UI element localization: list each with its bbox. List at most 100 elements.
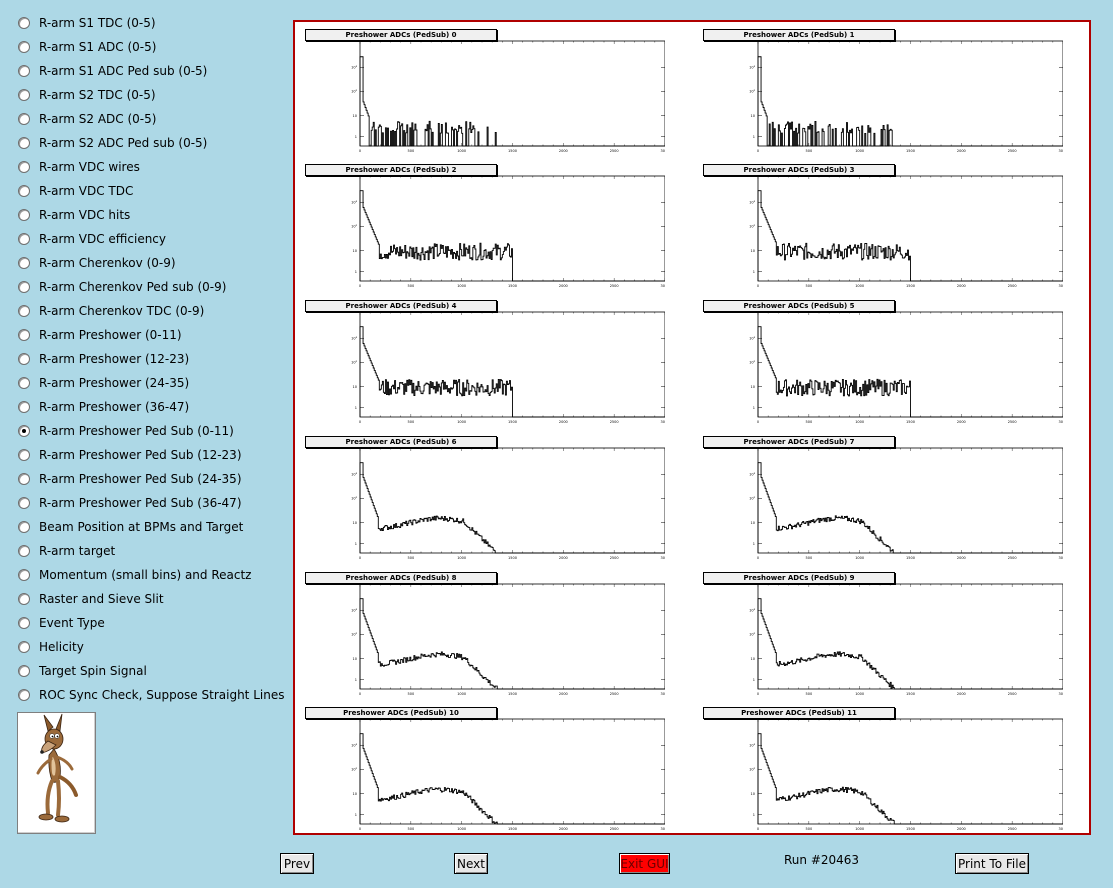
radio-button[interactable] (18, 137, 30, 149)
menu-item[interactable]: R-arm Preshower (24-35) (18, 372, 288, 394)
histogram-panel[interactable]: 0 500 1000 1500 2000 2500 3000 1 10 10² 10³ Preshow… (305, 436, 665, 562)
radio-button[interactable] (18, 161, 30, 173)
menu-item-label: R-arm Preshower Ped Sub (36-47) (39, 496, 242, 510)
radio-button[interactable] (18, 281, 30, 293)
radio-button[interactable] (18, 569, 30, 581)
menu-item[interactable]: R-arm S1 TDC (0-5) (18, 12, 288, 34)
radio-button[interactable] (18, 425, 30, 437)
radio-button[interactable] (18, 545, 30, 557)
histogram-panel[interactable]: 0 500 1000 1500 2000 2500 3000 1 10 10² 10³ Preshow… (703, 707, 1063, 833)
histogram-panel[interactable]: 0 500 1000 1500 2000 2500 3000 1 10 10² 10³ Preshow… (703, 29, 1063, 155)
histogram-panel[interactable]: 0 500 1000 1500 2000 2500 3000 1 10 10² 10³ Preshow… (305, 300, 665, 426)
prev-button[interactable]: Prev (280, 853, 314, 874)
radio-button[interactable] (18, 617, 30, 629)
histogram-panel[interactable]: 0 500 1000 1500 2000 2500 3000 1 10 10² 10³ Preshow… (305, 29, 665, 155)
histogram-plot: 0 500 1000 1500 2000 2500 3000 1 10 10² 10³ (351, 311, 665, 424)
menu-item[interactable]: Event Type (18, 612, 288, 634)
histogram-panel[interactable]: 0 500 1000 1500 2000 2500 3000 1 10 10² 10³ Preshow… (305, 164, 665, 290)
radio-button[interactable] (18, 497, 30, 509)
radio-button[interactable] (18, 65, 30, 77)
radio-button[interactable] (18, 641, 30, 653)
x-tick-label: 1000 (855, 692, 864, 696)
menu-item[interactable]: R-arm Preshower Ped Sub (12-23) (18, 444, 288, 466)
y-tick-label: 10³ (749, 744, 755, 748)
radio-button[interactable] (18, 185, 30, 197)
radio-button[interactable] (18, 209, 30, 221)
menu-item-label: R-arm VDC TDC (39, 184, 134, 198)
menu-item-label: R-arm S1 ADC (0-5) (39, 40, 157, 54)
menu-item[interactable]: R-arm S2 ADC Ped sub (0-5) (18, 132, 288, 154)
menu-item[interactable]: Momentum (small bins) and Reactz (18, 564, 288, 586)
y-tick-label: 10³ (749, 201, 755, 205)
x-tick-label: 2000 (957, 420, 966, 424)
histogram-panel[interactable]: 0 500 1000 1500 2000 2500 3000 1 10 10² 10³ Preshow… (703, 164, 1063, 290)
histogram-trace (359, 462, 665, 554)
histogram-panel[interactable]: 0 500 1000 1500 2000 2500 3000 1 10 10² 10³ Preshow… (703, 572, 1063, 698)
menu-item[interactable]: R-arm VDC efficiency (18, 228, 288, 250)
x-tick-label: 1500 (906, 420, 915, 424)
radio-button[interactable] (18, 41, 30, 53)
x-tick-label: 1500 (508, 420, 517, 424)
x-tick-label: 1500 (906, 692, 915, 696)
menu-item[interactable]: R-arm target (18, 540, 288, 562)
radio-button[interactable] (18, 257, 30, 269)
radio-button[interactable] (18, 665, 30, 677)
menu-item[interactable]: R-arm S2 TDC (0-5) (18, 84, 288, 106)
radio-button[interactable] (18, 353, 30, 365)
menu-item[interactable]: Beam Position at BPMs and Target (18, 516, 288, 538)
radio-button[interactable] (18, 593, 30, 605)
x-tick-label: 0 (757, 284, 759, 288)
menu-item[interactable]: R-arm VDC hits (18, 204, 288, 226)
menu-item[interactable]: R-arm Preshower (36-47) (18, 396, 288, 418)
menu-item[interactable]: R-arm Preshower (12-23) (18, 348, 288, 370)
exit-gui-button[interactable]: Exit GUI (619, 853, 670, 874)
radio-button[interactable] (18, 305, 30, 317)
radio-button[interactable] (18, 17, 30, 29)
x-tick-label: 500 (805, 556, 812, 560)
menu-item[interactable]: Raster and Sieve Slit (18, 588, 288, 610)
x-tick-label: 3000 (661, 149, 665, 153)
menu-item-label: R-arm Preshower Ped Sub (12-23) (39, 448, 242, 462)
menu-item[interactable]: R-arm VDC TDC (18, 180, 288, 202)
menu-item[interactable]: R-arm Cherenkov TDC (0-9) (18, 300, 288, 322)
x-tick-label: 1500 (508, 556, 517, 560)
y-tick-label: 10 (353, 521, 357, 525)
y-tick-label: 10³ (749, 66, 755, 70)
menu-item[interactable]: R-arm Preshower (0-11) (18, 324, 288, 346)
histogram-panel[interactable]: 0 500 1000 1500 2000 2500 3000 1 10 10² 10³ Preshow… (305, 572, 665, 698)
radio-button[interactable] (18, 329, 30, 341)
radio-button[interactable] (18, 401, 30, 413)
menu-item[interactable]: R-arm VDC wires (18, 156, 288, 178)
print-to-file-button[interactable]: Print To File (955, 853, 1029, 874)
histogram-panel[interactable]: 0 500 1000 1500 2000 2500 3000 1 10 10² 10³ Preshow… (703, 436, 1063, 562)
y-tick-label: 10 (751, 792, 755, 796)
menu-item[interactable]: ROC Sync Check, Suppose Straight Lines (18, 684, 288, 706)
radio-button[interactable] (18, 689, 30, 701)
menu-item-label: Momentum (small bins) and Reactz (39, 568, 252, 582)
x-tick-label: 3000 (661, 284, 665, 288)
y-tick-label: 10² (749, 361, 755, 365)
radio-button[interactable] (18, 449, 30, 461)
menu-item[interactable]: R-arm S1 ADC Ped sub (0-5) (18, 60, 288, 82)
radio-button[interactable] (18, 89, 30, 101)
menu-item[interactable]: R-arm Preshower Ped Sub (36-47) (18, 492, 288, 514)
histogram-panel[interactable]: 0 500 1000 1500 2000 2500 3000 1 10 10² 10³ Preshow… (703, 300, 1063, 426)
radio-button[interactable] (18, 113, 30, 125)
menu-item[interactable]: R-arm S1 ADC (0-5) (18, 36, 288, 58)
menu-item[interactable]: R-arm Preshower Ped Sub (24-35) (18, 468, 288, 490)
menu-item[interactable]: Target Spin Signal (18, 660, 288, 682)
histogram-panel[interactable]: 0 500 1000 1500 2000 2500 3000 1 10 10² 10³ Preshow… (305, 707, 665, 833)
menu-item[interactable]: R-arm Preshower Ped Sub (0-11) (18, 420, 288, 442)
menu-item[interactable]: R-arm S2 ADC (0-5) (18, 108, 288, 130)
radio-button[interactable] (18, 521, 30, 533)
menu-item[interactable]: R-arm Cherenkov (0-9) (18, 252, 288, 274)
radio-button[interactable] (18, 233, 30, 245)
radio-button[interactable] (18, 473, 30, 485)
y-tick-label: 10² (749, 497, 755, 501)
x-tick-label: 2500 (1008, 692, 1017, 696)
menu-item[interactable]: Helicity (18, 636, 288, 658)
menu-item[interactable]: R-arm Cherenkov Ped sub (0-9) (18, 276, 288, 298)
next-button[interactable]: Next (454, 853, 488, 874)
radio-button[interactable] (18, 377, 30, 389)
x-tick-label: 2000 (957, 284, 966, 288)
